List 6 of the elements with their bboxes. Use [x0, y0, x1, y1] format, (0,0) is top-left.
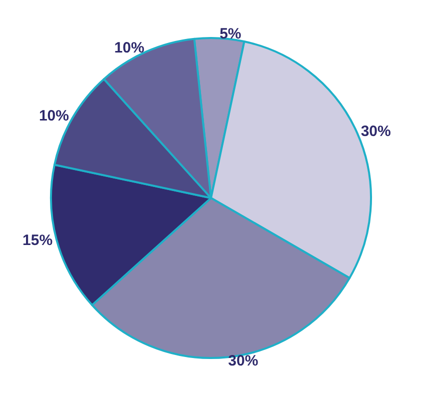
- data-label: 30%: [228, 352, 258, 370]
- data-label: 15%: [22, 232, 53, 249]
- data-label: 10%: [114, 40, 144, 57]
- data-label: 30%: [360, 122, 391, 140]
- data-label: 5%: [220, 26, 242, 43]
- data-label: 10%: [38, 108, 69, 124]
